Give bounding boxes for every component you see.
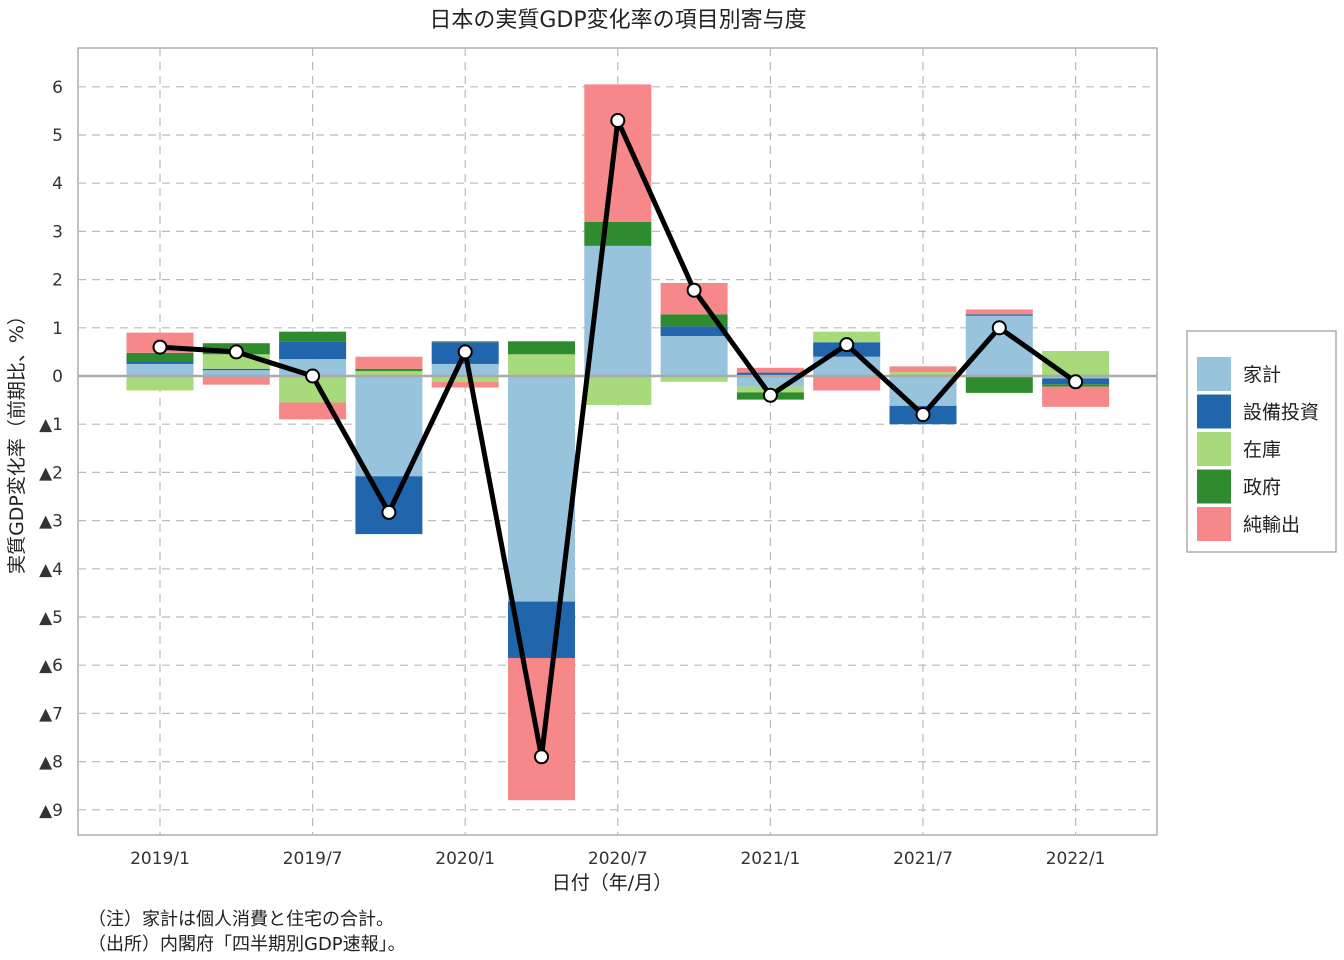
bar-segment: [660, 376, 728, 382]
legend-label: 家計: [1243, 364, 1281, 386]
bar-segment: [355, 356, 423, 369]
bar-segment: [584, 221, 652, 246]
gdp-point: [610, 113, 626, 129]
chart-title: 日本の実質GDP変化率の項目別寄与度: [429, 8, 806, 33]
bar-segment: [736, 376, 804, 387]
bar-segment: [355, 371, 423, 376]
x-axis-label: 日付（年/月）: [552, 872, 672, 894]
y-tick-label: 0: [52, 367, 63, 387]
gdp-point: [686, 282, 702, 298]
gdp-point: [228, 344, 244, 360]
y-tick-label: ▲1: [39, 415, 63, 435]
bar-segment: [736, 372, 804, 376]
legend-label: 在庫: [1243, 439, 1281, 461]
y-tick-label: ▲4: [39, 560, 63, 580]
gdp-point: [305, 368, 321, 384]
bar-segment: [508, 341, 575, 355]
gdp-point: [991, 320, 1007, 336]
x-tick-label: 2019/1: [130, 849, 190, 869]
legend-label: 設備投資: [1243, 402, 1319, 424]
x-tick-label: 2020/1: [435, 849, 495, 869]
y-tick-label: ▲6: [39, 656, 63, 676]
x-tick-label: 2021/7: [893, 849, 953, 869]
bar-segment: [965, 314, 1033, 316]
legend-swatch: [1197, 432, 1231, 466]
bar-segment: [889, 372, 957, 376]
bar-segment: [355, 376, 423, 477]
bar-segment: [431, 341, 499, 343]
bar-segment: [965, 309, 1033, 315]
gdp-point: [152, 339, 168, 355]
gdp-line: [152, 113, 1084, 765]
bar-segment: [355, 368, 423, 372]
gdp-point: [534, 749, 549, 765]
bar-segment: [508, 657, 575, 801]
bar-segment: [889, 366, 957, 373]
y-tick-label: 6: [52, 78, 63, 98]
bar-segment: [279, 331, 347, 342]
y-tick-label: ▲5: [39, 608, 63, 628]
legend-label: 純輸出: [1243, 514, 1300, 536]
bar-segment: [126, 352, 194, 362]
bar-segment: [660, 326, 728, 336]
bar-segment: [584, 376, 652, 405]
bar-segment: [508, 354, 575, 376]
legend-swatch: [1197, 357, 1231, 391]
bar-segment: [126, 363, 194, 376]
footnote-note: （注）家計は個人消費と住宅の合計。: [88, 909, 394, 930]
gdp-point: [1068, 374, 1084, 390]
bar-segment: [736, 367, 804, 373]
bar-segment: [202, 376, 270, 385]
y-tick-label: ▲7: [39, 704, 63, 724]
legend-swatch: [1197, 469, 1231, 504]
x-tick-label: 2021/1: [740, 849, 800, 869]
bar-segment: [813, 331, 881, 343]
y-tick-label: 3: [52, 222, 63, 242]
legend-swatch: [1197, 394, 1231, 429]
x-tick-labels: 2019/1 2019/7 2020/1 2020/7 2021/1 2021/7 2022…: [130, 849, 1105, 869]
bar-segment: [126, 376, 194, 391]
y-tick-label: 1: [52, 319, 63, 339]
bar-segment: [431, 363, 499, 376]
legend-swatch: [1197, 507, 1231, 541]
gdp-point: [762, 387, 778, 403]
y-tick-label: ▲9: [39, 801, 63, 821]
x-tick-label: 2020/7: [588, 849, 648, 869]
footnote-source: （出所）内閣府「四半期別GDP速報」。: [88, 934, 406, 955]
bar-segment: [431, 381, 499, 388]
y-tick-label: ▲3: [39, 512, 63, 532]
gdp-point: [457, 344, 473, 360]
y-tick-labels: 6 5 4 3 2 1 0 ▲1 ▲2 ▲3 ▲4 ▲5 ▲6 ▲7 ▲8 ▲9: [39, 78, 63, 821]
gdp-point: [915, 407, 931, 423]
bar-segment: [202, 370, 270, 376]
bar-segment: [431, 376, 499, 382]
bar-segment: [813, 376, 881, 391]
y-tick-label: ▲2: [39, 463, 63, 483]
x-tick-label: 2022/1: [1046, 849, 1106, 869]
y-tick-label: 5: [52, 126, 63, 146]
chart: 日本の実質GDP変化率の項目別寄与度 6 5 4 3 2 1 0 ▲1 ▲2 ▲3 ▲4 ▲5 ▲6 ▲7…: [6, 8, 1337, 894]
bar-segment: [965, 376, 1033, 393]
bar-segment: [1042, 386, 1110, 407]
y-tick-label: ▲8: [39, 753, 63, 773]
bar-segment: [584, 84, 652, 222]
bars: [126, 84, 1110, 801]
gdp-point: [381, 504, 397, 520]
legend-label: 政府: [1243, 477, 1281, 499]
y-tick-label: 2: [52, 271, 63, 291]
bar-segment: [660, 335, 728, 376]
y-tick-label: 4: [52, 174, 63, 194]
x-tick-label: 2019/7: [283, 849, 343, 869]
y-axis-label: 実質GDP変化率（前期比、%）: [6, 306, 28, 574]
bar-segment: [279, 341, 347, 360]
bar-segment: [126, 361, 194, 364]
bar-segment: [202, 368, 270, 371]
gdp-point: [839, 337, 855, 353]
